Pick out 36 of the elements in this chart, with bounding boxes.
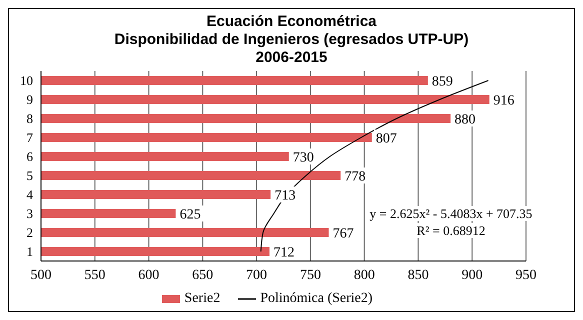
- x-tick-label: 600: [138, 268, 160, 283]
- data-label: 625: [180, 208, 201, 222]
- x-tick-label: 650: [192, 268, 214, 283]
- y-tick-label: 6: [26, 149, 34, 164]
- y-tick-label: 7: [26, 130, 34, 146]
- x-tick-label: 750: [300, 268, 321, 283]
- x-tick-label: 850: [408, 268, 429, 283]
- x-tick-label: 700: [246, 268, 268, 283]
- x-tick-label: 950: [516, 268, 536, 283]
- data-label: 807: [376, 132, 397, 146]
- x-tick-label: 900: [462, 268, 483, 283]
- data-label: 859: [432, 74, 453, 90]
- legend-label: Polinómica (Serie2): [260, 291, 373, 307]
- data-label: 916: [493, 94, 514, 108]
- y-tick-label: 9: [26, 92, 33, 108]
- x-tick-label: 800: [354, 268, 375, 283]
- data-label: 880: [454, 112, 476, 128]
- y-tick-label: 10: [20, 73, 33, 88]
- y-tick-label: 3: [26, 206, 33, 222]
- y-tick-label: 4: [26, 187, 34, 202]
- data-label: 778: [344, 170, 366, 184]
- chart-title: Ecuación Econométrica: [205, 13, 378, 31]
- data-label: 730: [292, 150, 314, 166]
- data-label: 767: [332, 226, 354, 242]
- annotation: y = 2.625x² - 5.4083x + 707.35: [370, 206, 532, 221]
- y-tick-label: 5: [26, 168, 33, 184]
- x-tick-label: 500: [30, 268, 52, 283]
- x-tick-label: 550: [84, 268, 106, 283]
- annotation: R² = 0.68912: [416, 223, 486, 238]
- y-tick-label: 2: [26, 225, 33, 240]
- y-tick-label: 8: [26, 111, 33, 126]
- data-label: 713: [274, 188, 296, 204]
- y-tick-label: 1: [26, 244, 33, 260]
- data-label: 712: [273, 246, 294, 260]
- chart-subtitle: Disponibilidad de Ingenieros (egresados UTP-UP) 2006-2015: [113, 31, 470, 67]
- legend-label: Serie2: [184, 291, 220, 307]
